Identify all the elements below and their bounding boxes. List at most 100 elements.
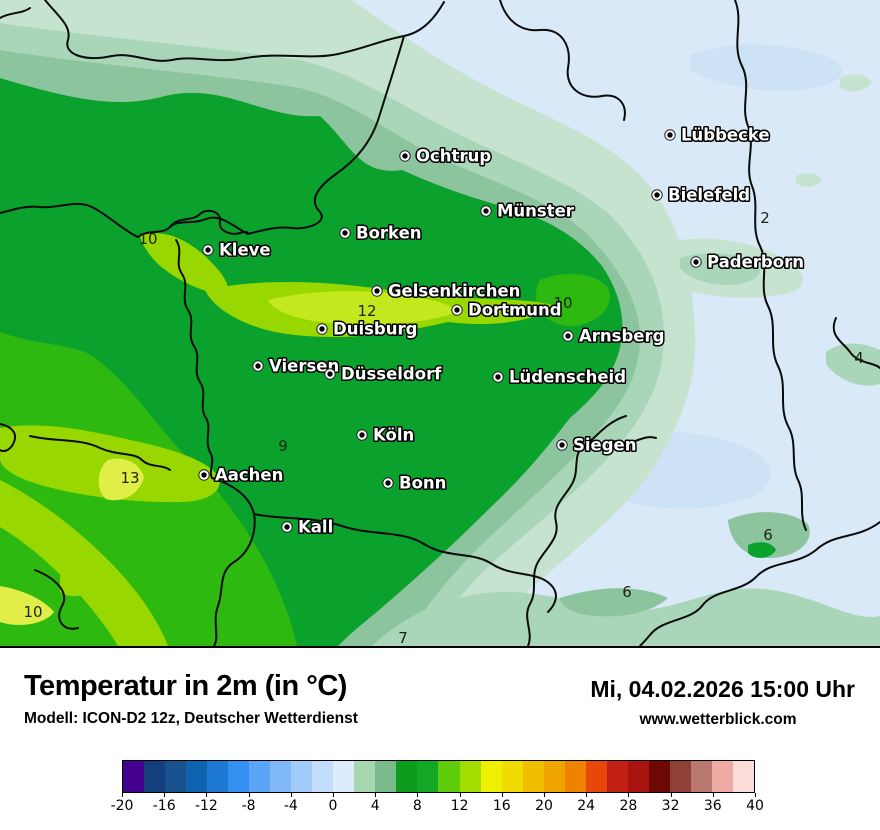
colorbar-tick [544, 793, 545, 797]
city-marker-viersen: Viersen [252, 355, 341, 377]
colorbar-segment [249, 761, 271, 792]
colorbar-tick [755, 793, 756, 797]
city-label: Ochtrup [416, 147, 491, 166]
temperature-colorbar [122, 760, 755, 793]
city-marker-borken: Borken [339, 222, 423, 244]
city-marker-bielefeld: Bielefeld [651, 184, 752, 206]
city-marker-m-nster: Münster [480, 200, 576, 222]
colorbar-tick-label: 4 [370, 798, 380, 814]
city-dot-core [385, 480, 391, 486]
colorbar-tick [164, 793, 166, 797]
city-marker-siegen: Siegen [556, 434, 638, 456]
colorbar-tick [248, 793, 250, 797]
colorbar-segment [438, 761, 460, 792]
temp-band-12-14 [140, 233, 228, 294]
colorbar-tick-label: -20 [110, 798, 134, 814]
colorbar-segment [417, 761, 439, 792]
page-title: Temperatur in 2m (in °C) [24, 670, 347, 702]
colorbar-tick-label: 24 [577, 798, 596, 814]
city-label: Bielefeld [668, 186, 750, 205]
colorbar-tick-label: 20 [535, 798, 553, 814]
colorbar-tick [417, 793, 419, 797]
temperature-value-label: 6 [763, 526, 773, 544]
colorbar-tick-label: 40 [746, 798, 764, 814]
city-dot-core [693, 259, 699, 265]
temperature-value-label: 4 [854, 349, 864, 367]
colorbar-segment [606, 761, 628, 792]
city-label: Kall [298, 518, 333, 537]
colorbar-tick-label: 36 [703, 798, 722, 814]
colorbar-tick [333, 793, 334, 797]
city-label: Lübbecke [681, 126, 770, 145]
colorbar-segment [627, 761, 649, 792]
colorbar-segment [711, 761, 733, 792]
colorbar-segment [270, 761, 292, 792]
colorbar-tick [501, 793, 503, 797]
temperature-value-label: 10 [553, 294, 572, 312]
colorbar-tick-label: 32 [661, 798, 680, 814]
temperature-value-labels: 10 2 12 10 4 9 13 6 6 7 10 [23, 209, 863, 646]
city-marker-k-ln: Köln [356, 424, 416, 446]
temperature-value-label: 2 [760, 209, 770, 227]
colorbar-segment [501, 761, 523, 792]
temperature-value-label: 7 [398, 629, 408, 646]
city-label: Gelsenkirchen [388, 282, 520, 301]
temp-band-13-plus [98, 458, 144, 501]
city-dot-core [495, 374, 501, 380]
city-marker-bonn: Bonn [382, 472, 448, 494]
city-dot-core [402, 153, 408, 159]
colorbar-segment [144, 761, 166, 792]
city-dot-core [255, 363, 261, 369]
city-dot-core [483, 208, 489, 214]
model-info: Modell: ICON-D2 12z, Deutscher Wetterdie… [24, 710, 358, 727]
city-dot-core [559, 442, 565, 448]
colorbar-segment [207, 761, 229, 792]
city-markers: Ochtrup Lübbecke Münster Bielefeld Kleve Pade… [198, 124, 805, 538]
temp-band-2-4 [840, 74, 872, 92]
colorbar-tick-label: 12 [450, 798, 469, 814]
border-lines [0, 0, 880, 646]
forecast-datetime: Mi, 04.02.2026 15:00 Uhr [590, 676, 855, 702]
colorbar-segment [648, 761, 670, 792]
colorbar-segment [375, 761, 397, 792]
city-dot-core [359, 432, 365, 438]
colorbar-tick [712, 793, 714, 797]
city-label: Borken [356, 224, 422, 243]
city-dot-core [654, 192, 660, 198]
city-marker-arnsberg: Arnsberg [562, 325, 666, 347]
temp-band-2-4 [796, 173, 822, 187]
temperature-value-label: 10 [23, 603, 42, 621]
city-dot-core [327, 371, 333, 377]
city-label: Duisburg [333, 320, 417, 339]
colorbar-segment [669, 761, 691, 792]
city-dot-core [565, 333, 571, 339]
colorbar-segment [522, 761, 544, 792]
map-footer: Temperatur in 2m (in °C) Mi, 04.02.2026 … [0, 646, 880, 830]
colorbar-tick-label: 0 [328, 798, 338, 814]
temp-band-12-14 [60, 568, 94, 597]
city-label: Viersen [269, 357, 339, 376]
colorbar-tick [586, 793, 588, 797]
city-marker-kall: Kall [281, 516, 335, 538]
temperature-map: 10 2 12 10 4 9 13 6 6 7 10 Ochtrup Lübbecke Münster B… [0, 0, 880, 646]
temperature-value-label: 6 [622, 583, 632, 601]
colorbar-segment [228, 761, 250, 792]
temperature-value-label: 9 [278, 437, 288, 455]
colorbar-tick [670, 793, 672, 797]
colorbar-segment [459, 761, 481, 792]
temp-band-4-6 [372, 588, 880, 646]
city-marker-duisburg: Duisburg [316, 318, 419, 340]
city-label: Köln [373, 426, 414, 445]
website-label: www.wetterblick.com [639, 711, 797, 728]
temp-band-13-plus [0, 586, 54, 625]
colorbar-tick-label: -4 [283, 798, 298, 814]
temperature-value-label: 10 [138, 230, 157, 248]
city-dot-core [319, 326, 325, 332]
colorbar-segment [396, 761, 418, 792]
city-dot-core [205, 247, 211, 253]
colorbar-tick-label: 8 [412, 798, 422, 814]
temp-band-6-8 [560, 588, 668, 617]
colorbar-tick-label: 16 [492, 798, 511, 814]
colorbar-tick [290, 793, 292, 797]
colorbar-segment [480, 761, 502, 792]
